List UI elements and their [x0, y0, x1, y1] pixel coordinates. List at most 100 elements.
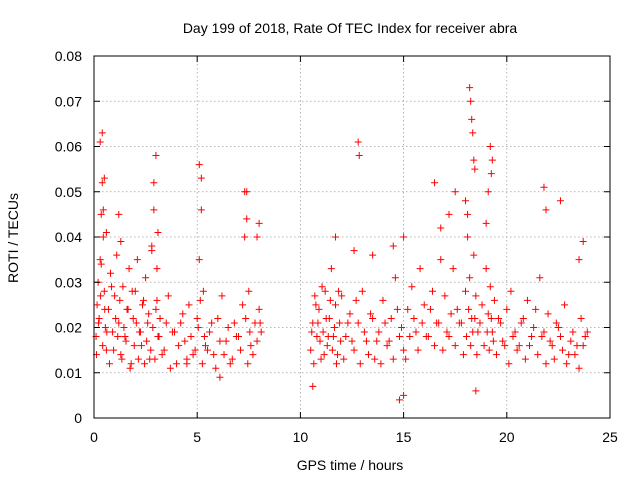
- data-point: [402, 355, 410, 363]
- data-point: [526, 342, 534, 350]
- data-point: [256, 319, 264, 327]
- data-point: [102, 346, 110, 354]
- data-point: [100, 287, 108, 295]
- data-point: [476, 319, 484, 327]
- data-point: [110, 346, 118, 354]
- data-point: [371, 355, 379, 363]
- data-point: [242, 314, 250, 322]
- data-point: [470, 251, 478, 259]
- data-point: [416, 265, 424, 273]
- data-point: [393, 305, 401, 313]
- data-point: [389, 355, 397, 363]
- data-point: [247, 342, 255, 350]
- data-point: [189, 351, 197, 359]
- data-point: [488, 156, 496, 164]
- data-point: [445, 210, 453, 218]
- data-point: [115, 319, 123, 327]
- data-point: [136, 328, 144, 336]
- data-point: [369, 314, 377, 322]
- data-point: [164, 292, 172, 300]
- data-point: [459, 351, 467, 359]
- data-point: [532, 305, 540, 313]
- grid: [94, 56, 610, 418]
- data-point: [313, 333, 321, 341]
- data-point: [451, 188, 459, 196]
- data-point: [187, 333, 195, 341]
- data-point: [511, 328, 519, 336]
- data-point: [464, 210, 472, 218]
- y-tick-label: 0.02: [55, 320, 82, 336]
- data-point: [328, 346, 336, 354]
- x-tick-label: 25: [602, 429, 618, 445]
- data-point: [177, 319, 185, 327]
- data-point: [141, 360, 149, 368]
- data-point: [515, 342, 523, 350]
- y-tick-label: 0: [74, 410, 82, 426]
- data-point: [220, 351, 228, 359]
- data-point: [464, 233, 472, 241]
- data-point: [447, 310, 455, 318]
- data-point: [173, 360, 181, 368]
- data-point: [377, 360, 385, 368]
- data-point: [137, 342, 145, 350]
- x-tick-label: 0: [90, 429, 98, 445]
- data-point: [428, 287, 436, 295]
- data-point: [517, 319, 525, 327]
- data-point: [150, 206, 158, 214]
- data-point: [97, 260, 105, 268]
- data-point: [216, 337, 224, 345]
- data-point: [469, 129, 477, 137]
- data-point: [542, 360, 550, 368]
- data-point: [96, 256, 104, 264]
- data-point: [308, 328, 316, 336]
- data-point: [201, 342, 209, 350]
- data-point: [561, 301, 569, 309]
- data-point: [151, 355, 159, 363]
- data-point: [95, 319, 103, 327]
- data-point: [379, 296, 387, 304]
- data-point: [333, 360, 341, 368]
- data-point: [400, 391, 408, 399]
- data-point: [544, 310, 552, 318]
- data-point: [183, 360, 191, 368]
- data-point: [175, 342, 183, 350]
- data-point: [469, 328, 477, 336]
- data-point: [99, 206, 107, 214]
- data-point: [323, 342, 331, 350]
- data-point: [360, 328, 368, 336]
- data-point: [501, 342, 509, 350]
- data-point: [102, 228, 110, 236]
- data-point: [316, 337, 324, 345]
- data-point: [426, 305, 434, 313]
- data-point: [358, 287, 366, 295]
- data-point: [327, 265, 335, 273]
- data-point: [154, 228, 162, 236]
- data-point: [435, 319, 443, 327]
- data-point: [473, 351, 481, 359]
- y-tick-label: 0.06: [55, 139, 82, 155]
- data-point: [107, 269, 115, 277]
- data-point: [400, 233, 408, 241]
- data-point: [484, 310, 492, 318]
- data-point: [101, 324, 109, 331]
- y-tick-label: 0.01: [55, 365, 82, 381]
- data-point: [166, 364, 174, 372]
- data-point: [224, 324, 232, 331]
- data-point: [179, 310, 187, 318]
- data-point: [437, 256, 445, 264]
- data-point: [147, 346, 155, 354]
- data-point: [226, 360, 234, 368]
- data-point: [206, 328, 214, 336]
- data-point: [523, 296, 531, 304]
- x-tick-label: 15: [396, 429, 412, 445]
- data-point: [170, 328, 178, 336]
- data-point: [471, 165, 479, 173]
- data-point: [563, 360, 571, 368]
- data-point: [113, 251, 121, 259]
- data-point: [249, 351, 257, 359]
- data-point: [145, 310, 153, 318]
- data-point: [410, 314, 418, 322]
- data-point: [322, 314, 330, 322]
- data-point: [245, 287, 253, 295]
